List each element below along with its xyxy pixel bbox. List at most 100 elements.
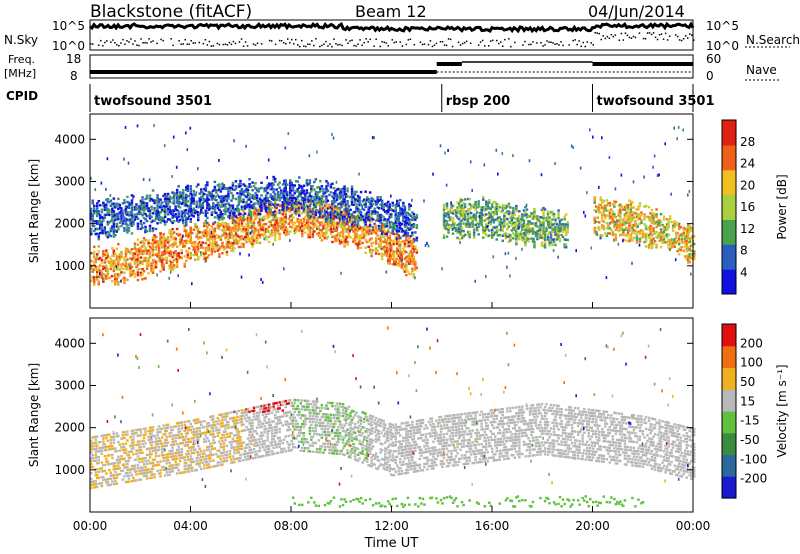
power-pixel	[111, 264, 114, 268]
noise-search-point	[283, 42, 285, 44]
velocity-pixel	[111, 453, 114, 456]
power-pixel	[394, 250, 397, 253]
power-pixel	[390, 244, 393, 247]
power-pixel	[546, 210, 550, 213]
power-scatter	[373, 136, 375, 140]
power-pixel	[491, 211, 494, 214]
power-scatter	[548, 221, 550, 225]
power-pixel	[510, 219, 514, 222]
velocity-pixel	[111, 447, 114, 451]
power-pixel	[147, 244, 150, 247]
power-pixel	[536, 217, 539, 221]
power-pixel	[325, 204, 328, 207]
power-pixel	[269, 213, 272, 216]
power-pixel	[373, 199, 376, 203]
power-pixel	[346, 213, 349, 216]
power-pixel	[178, 241, 182, 244]
power-pixel	[203, 200, 206, 203]
power-pixel	[403, 250, 407, 253]
power-pixel	[129, 262, 132, 265]
power-pixel	[677, 222, 681, 226]
power-pixel	[142, 206, 146, 210]
power-pixel	[278, 199, 281, 202]
power-pixel	[472, 226, 476, 229]
power-pixel	[677, 243, 681, 246]
freq-label: Freq.	[8, 53, 35, 66]
power-pixel	[506, 235, 509, 238]
power-pixel	[463, 223, 467, 226]
power-pixel	[127, 201, 131, 204]
power-pixel	[93, 276, 96, 279]
power-pixel	[347, 205, 351, 208]
power-pixel	[171, 260, 174, 264]
power-pixel	[364, 231, 367, 234]
power-pixel	[623, 205, 627, 209]
power-pixel	[463, 233, 467, 237]
power-pixel	[659, 230, 663, 234]
power-pixel	[343, 204, 346, 208]
power-scatter	[528, 159, 531, 163]
power-pixel	[338, 197, 342, 200]
velocity-pixel	[112, 477, 116, 480]
power-scatter	[474, 279, 476, 283]
power-pixel	[177, 254, 180, 257]
power-pixel	[637, 215, 640, 218]
power-pixel	[331, 202, 334, 206]
power-pixel	[367, 240, 370, 243]
power-pixel	[480, 208, 483, 212]
power-pixel	[540, 241, 544, 244]
power-pixel	[246, 232, 250, 235]
power-pixel	[121, 214, 125, 218]
power-pixel	[91, 214, 94, 218]
power-pixel	[393, 253, 396, 256]
power-pixel	[120, 217, 123, 220]
power-pixel	[611, 231, 615, 234]
power-pixel	[492, 226, 495, 229]
power-pixel	[607, 209, 610, 212]
power-pixel	[254, 187, 257, 190]
power-pixel	[154, 263, 158, 266]
power-pixel	[684, 245, 687, 248]
power-pixel	[233, 208, 236, 212]
power-pixel	[358, 235, 361, 238]
power-pixel	[368, 224, 372, 227]
power-pixel	[151, 251, 155, 254]
power-pixel	[340, 213, 343, 216]
power-pixel	[382, 225, 385, 228]
velocity-pixel	[112, 474, 116, 477]
noise-search-point	[578, 40, 580, 42]
noise-search-point	[572, 39, 574, 42]
power-pixel	[543, 241, 547, 244]
power-pixel	[185, 229, 188, 232]
power-pixel	[331, 213, 334, 216]
velocity-pixel	[94, 447, 97, 450]
noise-search-point	[427, 43, 430, 46]
power-pixel	[483, 227, 486, 230]
power-pixel	[384, 232, 387, 236]
power-pixel	[356, 236, 360, 240]
power-pixel	[242, 230, 245, 233]
power-pixel	[305, 206, 309, 209]
noise-search-point	[144, 41, 146, 44]
power-pixel	[165, 210, 168, 213]
power-pixel	[172, 220, 176, 223]
power-pixel	[111, 259, 114, 263]
power-pixel	[166, 246, 170, 249]
power-pixel	[558, 222, 562, 225]
power-pixel	[237, 200, 241, 204]
power-pixel	[647, 205, 651, 209]
power-pixel	[415, 236, 419, 240]
power-pixel	[359, 246, 363, 250]
power-pixel	[536, 235, 539, 238]
power-pixel	[284, 205, 287, 209]
power-pixel	[296, 220, 299, 223]
power-pixel	[254, 214, 257, 218]
power-pixel	[160, 236, 164, 239]
power-pixel	[99, 219, 102, 222]
power-pixel	[690, 254, 693, 258]
power-pixel	[468, 203, 471, 206]
power-pixel	[279, 191, 283, 195]
power-pixel	[317, 209, 321, 212]
power-pixel	[112, 197, 116, 200]
power-pixel	[405, 238, 408, 241]
